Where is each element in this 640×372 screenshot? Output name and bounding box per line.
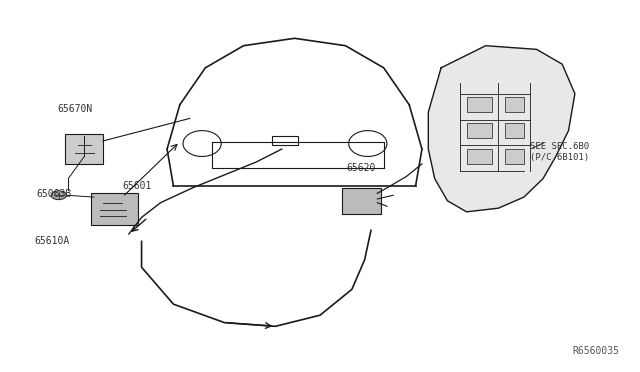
Polygon shape <box>428 46 575 212</box>
Bar <box>467 123 492 138</box>
FancyBboxPatch shape <box>65 134 103 164</box>
Text: SEE SEC.6B0: SEE SEC.6B0 <box>531 142 589 151</box>
Bar <box>272 136 298 145</box>
Text: 65620: 65620 <box>347 163 376 173</box>
Text: 65601: 65601 <box>122 181 152 191</box>
Bar <box>505 97 524 112</box>
Text: 65063B: 65063B <box>36 189 72 199</box>
Text: (P/C 6B101): (P/C 6B101) <box>531 153 589 162</box>
Text: 65610A: 65610A <box>35 236 70 246</box>
Bar <box>467 97 492 112</box>
Circle shape <box>51 191 67 200</box>
Bar <box>505 149 524 164</box>
Bar <box>505 123 524 138</box>
Bar <box>467 149 492 164</box>
Text: R6560035: R6560035 <box>573 346 620 356</box>
FancyBboxPatch shape <box>91 193 138 225</box>
FancyBboxPatch shape <box>342 188 381 214</box>
Text: 65670N: 65670N <box>57 104 92 114</box>
